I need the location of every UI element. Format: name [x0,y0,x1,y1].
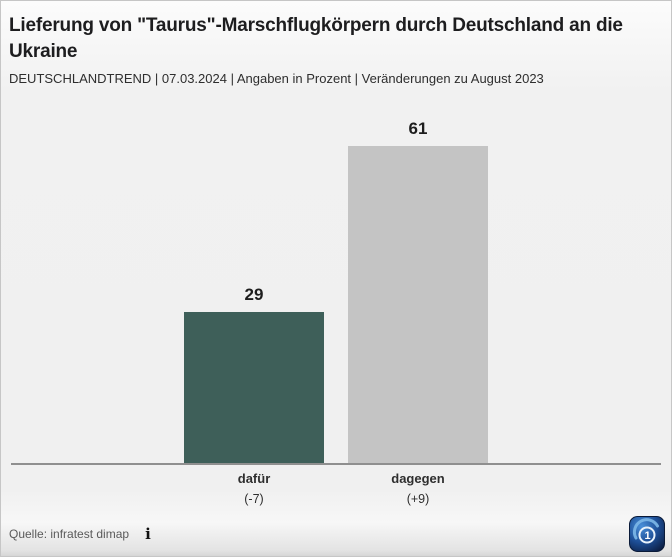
plot-area: 29 61 [1,119,671,463]
change-label-dafuer: (-7) [244,492,264,506]
value-label-dagegen: 61 [408,119,428,138]
ard-logo: 1 [629,516,665,552]
source-label: Quelle: infratest dimap [9,527,130,541]
x-axis-baseline [11,463,661,465]
category-label-dagegen: dagegen [391,471,445,486]
value-label-dafuer: 29 [244,285,264,304]
footer: Quelle: infratest dimap i [1,512,671,556]
ard-logo-swoosh [632,518,659,540]
info-icon[interactable]: i [145,524,151,543]
ard-logo-ring [638,526,656,544]
chart-subtitle: DEUTSCHLANDTREND | 07.03.2024 | Angaben … [9,71,544,86]
chart-title: Lieferung von "Taurus"-Marschflugkörpern… [9,15,623,62]
change-label-dagegen: (+9) [406,492,430,506]
ard-logo-one: 1 [644,530,650,542]
category-labels: dafür (-7) dagegen (+9) [1,471,671,506]
bar-group-dagegen: 61 [348,119,488,463]
category-cell-dagegen: dagegen (+9) [348,471,488,506]
category-label-dafuer: dafür [237,471,271,486]
bar-group-dafuer: 29 [184,285,324,463]
category-cell-dafuer: dafür (-7) [184,471,324,506]
chart-header: Lieferung von "Taurus"-Marschflugkörpern… [9,13,663,86]
bar-dagegen [348,146,488,463]
bar-dafuer [184,312,324,463]
